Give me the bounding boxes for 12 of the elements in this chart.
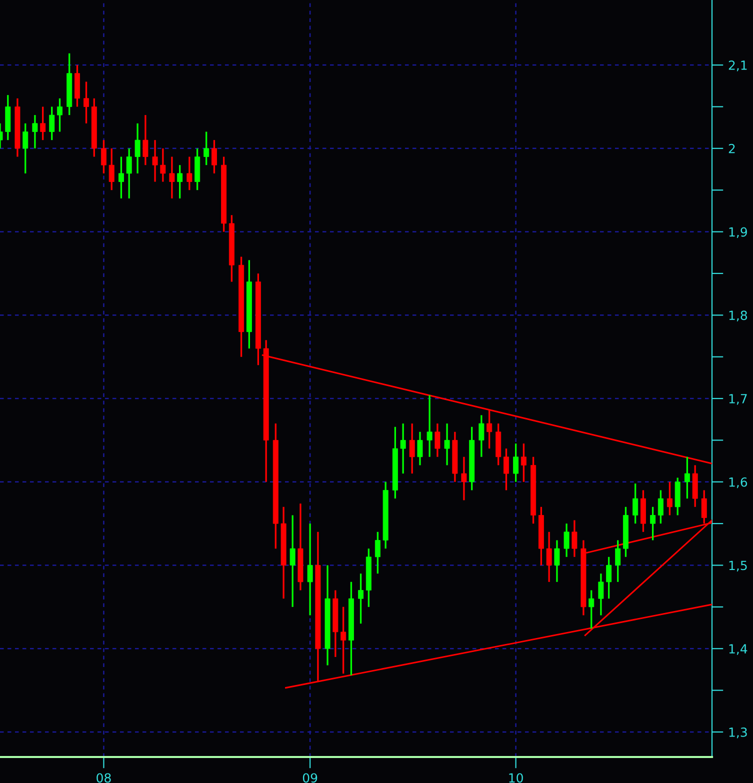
y-tick-label: 1,5 [729, 560, 747, 572]
y-tick-label: 1,8 [729, 310, 747, 322]
x-tick-label: 08 [96, 773, 111, 783]
y-tick-label: 2 [728, 144, 735, 154]
y-tick-label: 1,7 [729, 394, 747, 405]
y-tick-label: 1,9 [729, 227, 747, 238]
y-tick-label: 2,1 [728, 60, 747, 72]
x-tick-label: 10 [509, 773, 523, 783]
y-tick-label: 1,6 [729, 477, 748, 488]
y-tick-label: 1,3 [729, 727, 747, 738]
x-tick-label: 09 [302, 773, 318, 783]
y-tick-label: 1,4 [729, 644, 748, 655]
